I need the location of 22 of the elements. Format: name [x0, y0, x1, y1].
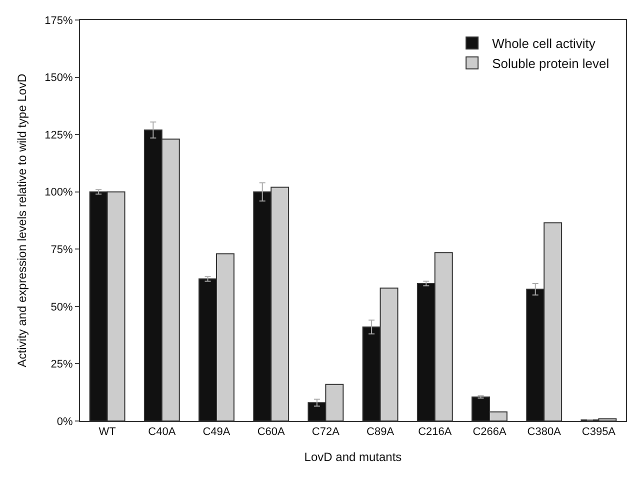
y-tick-label: 175% — [44, 14, 74, 27]
x-tick-label: C380A — [527, 426, 562, 438]
y-tick-label: 150% — [44, 72, 74, 84]
x-axis-title: LovD and mutants — [304, 450, 402, 464]
y-axis-title: Activity and expression levels relative to wild type LovD — [14, 73, 29, 368]
y-tick-label: 100% — [44, 186, 74, 199]
x-tick-label: C72A — [312, 426, 340, 438]
y-tick-label: 25% — [50, 358, 74, 371]
x-tick-label: C60A — [257, 426, 286, 438]
x-tick-label: C40A — [148, 426, 176, 438]
x-tick-label: C216A — [418, 426, 452, 438]
y-tick-label: 75% — [50, 244, 74, 256]
y-tick-label: 50% — [50, 301, 74, 314]
y-tick-label: 0% — [56, 416, 74, 428]
x-tick-label: C395A — [582, 426, 616, 438]
x-tick-label: C49A — [202, 426, 231, 438]
legend-label: Soluble protein level — [492, 56, 610, 71]
y-tick-label: 125% — [44, 129, 74, 142]
legend-label: Whole cell activity — [492, 36, 596, 52]
x-tick-label: C266A — [472, 426, 507, 438]
x-tick-label: WT — [98, 426, 116, 438]
x-tick-label: C89A — [366, 426, 395, 438]
